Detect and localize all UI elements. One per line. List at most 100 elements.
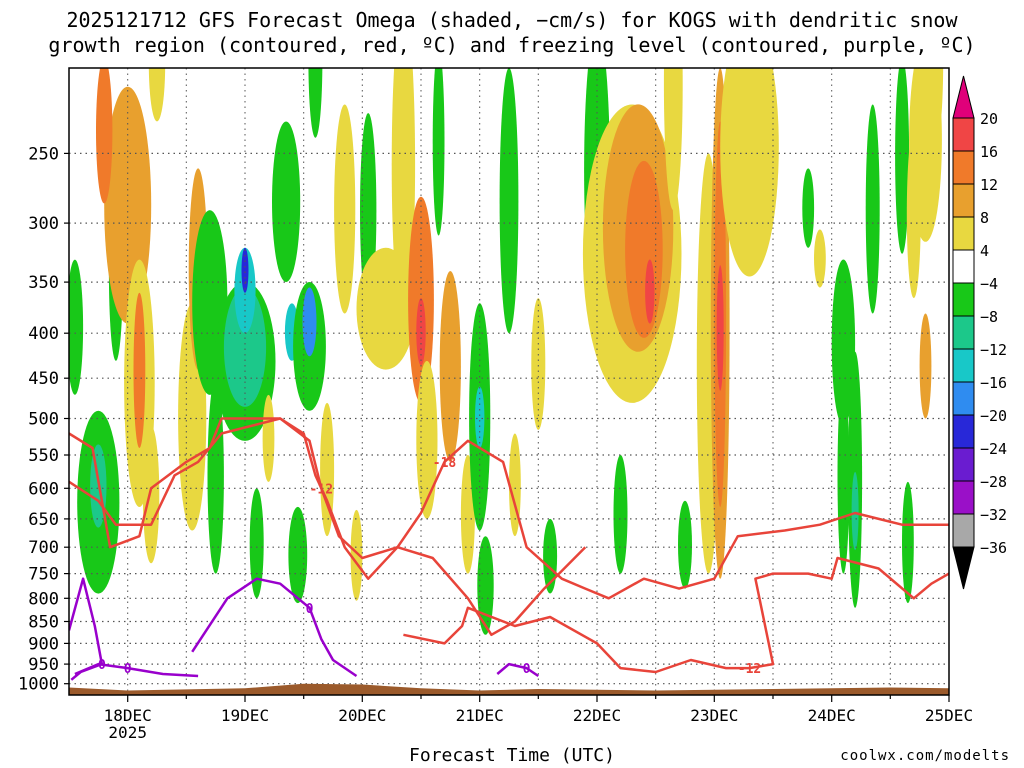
omega-cell [613,455,628,574]
contour-lines [69,417,949,681]
omega-cell [302,287,317,357]
y-tick-label: 550 [28,446,59,466]
omega-cell [477,536,494,635]
colorbar-label: 12 [980,176,998,194]
plot-border [68,67,950,696]
colorbar-segment [952,546,975,590]
omega-shading [69,68,944,635]
omega-cell [96,68,113,204]
omega-cell [272,121,301,283]
y-tick-label: 650 [28,510,59,530]
x-tick-label: 19DEC [221,706,269,725]
grid-lines [69,68,950,695]
dgz-contour [69,417,587,637]
colorbar-segment [952,216,975,251]
y-tick-label: 700 [28,538,59,558]
y-tick-label: 500 [28,410,59,430]
colorbar-label: 8 [980,209,989,227]
omega-cell [678,500,692,589]
omega-cell [663,68,683,211]
colorbar-segment [952,480,975,515]
x-tick-label: 25DEC [925,706,973,725]
freezing-contour [74,662,199,678]
omega-cell [432,68,445,236]
colorbar-segment [952,75,975,119]
x-tick-label: 23DEC [690,706,738,725]
omega-cell [133,292,146,448]
freezing-contour-label: 0 [523,662,531,677]
x-tick-label: 21DEC [456,706,504,725]
dgz-contour [403,556,949,674]
omega-cell [350,509,363,601]
x-axis: 18DEC 19DEC 20DEC 21DEC 22DEC 23DEC 24DEC 25DEC… [104,695,973,742]
colorbar-segment [952,381,975,416]
y-tick-label: 900 [28,634,59,654]
colorbar-label: 16 [980,143,998,161]
colorbar-label: −24 [980,440,1007,458]
omega-cell [249,488,264,599]
colorbar-segment [952,348,975,383]
colorbar-label: 4 [980,242,989,260]
x-axis-title: Forecast Time (UTC) [409,745,615,766]
colorbar-segment [952,249,975,284]
terrain-layer [69,683,949,695]
freezing-contour [496,662,539,678]
colorbar-segment [952,282,975,317]
omega-cell [148,68,166,122]
freezing-contour-label: 0 [124,662,132,677]
y-tick-label: 800 [28,589,59,609]
omega-cell [499,68,519,334]
omega-cell [308,68,323,138]
y-tick-label: 850 [28,613,59,633]
colorbar-segment [952,315,975,350]
y-tick-label: 950 [28,655,59,675]
omega-cell [475,386,485,448]
x-tick-label: 20DEC [338,706,386,725]
colorbar-segment [952,513,975,548]
dgz-contour-label: -12 [310,482,333,497]
omega-cell [814,229,826,288]
freezing-contour [191,577,358,678]
omega-cell [262,394,275,482]
omega-cell [223,287,267,407]
colorbar: 20 16 12 8 4 −4 −8 −12 −16 −20 −24 −28 −32 −36 [952,75,1007,590]
omega-cell [334,104,356,314]
omega-cell [288,506,308,604]
omega-cell [919,313,932,419]
dgz-contour [69,417,949,600]
colorbar-label: −4 [980,275,998,293]
x-tick-label: 18DEC [104,706,152,725]
chart-title-line1: 2025121712 GFS Forecast Omega (shaded, −… [66,8,958,32]
omega-cell [439,271,461,462]
colorbar-segment [952,150,975,185]
colorbar-label: 20 [980,110,998,128]
freezing-contour-label: 0 [98,658,106,673]
omega-cell [802,168,815,248]
colorbar-label: −20 [980,407,1007,425]
omega-cell [416,298,426,366]
x-tick-label: 22DEC [573,706,621,725]
y-tick-label: 600 [28,479,59,499]
y-tick-label: 450 [28,369,59,389]
omega-cell [895,68,910,254]
y-tick-label: 1000 [18,675,59,695]
y-tick-label: 350 [28,273,59,293]
omega-cell [531,298,546,430]
terrain-surface [69,683,949,695]
colorbar-label: −32 [980,506,1007,524]
x-tick-label: 24DEC [808,706,856,725]
colorbar-label: −28 [980,473,1007,491]
chart-title-line2: growth region (contoured, red, ºC) and f… [48,33,976,57]
y-tick-label: 400 [28,324,59,344]
omega-cell [625,160,663,338]
y-axis: 2503003504004505005506006507007508008509… [18,144,69,695]
omega-cell [416,360,438,519]
dgz-contour-label: -18 [433,456,457,471]
x-year-label: 2025 [108,723,147,742]
colorbar-label: −8 [980,308,998,326]
colorbar-label: −16 [980,374,1007,392]
credit-text: coolwx.com/modelts [840,748,1010,764]
freezing-contour-label: 0 [306,602,314,617]
omega-cell [831,259,856,427]
